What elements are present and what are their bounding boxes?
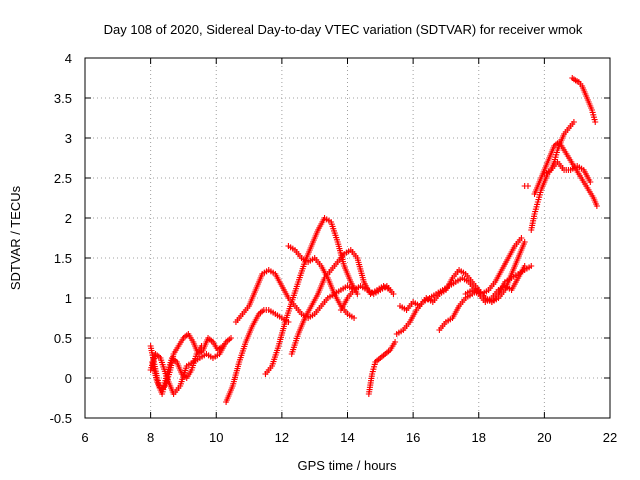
y-tick-label: 0 bbox=[65, 371, 72, 386]
x-tick-label: 6 bbox=[81, 430, 88, 445]
data-point bbox=[592, 119, 599, 125]
x-axis-label: GPS time / hours bbox=[298, 458, 397, 473]
y-tick-label: 4 bbox=[65, 51, 72, 66]
series-track-15 bbox=[528, 119, 577, 233]
data-markers bbox=[147, 75, 600, 405]
y-tick-label: 1.5 bbox=[54, 251, 72, 266]
x-tick-label: 10 bbox=[209, 430, 223, 445]
x-tick-label: 14 bbox=[340, 430, 354, 445]
x-tick-label: 20 bbox=[537, 430, 551, 445]
data-point bbox=[593, 203, 600, 209]
y-tick-label: 1 bbox=[65, 291, 72, 306]
axis-ticks: 6 8 10 12 14 16 18 20 22 -0.5 0 0.5 1 1.5 2 2.5 3 3.5 4 bbox=[50, 51, 618, 445]
series-track-2 bbox=[147, 335, 235, 397]
data-point bbox=[587, 179, 594, 185]
data-point bbox=[390, 291, 397, 297]
series-track-17 bbox=[541, 159, 594, 185]
y-tick-label: 2 bbox=[65, 211, 72, 226]
y-tick-label: -0.5 bbox=[50, 411, 72, 426]
x-tick-label: 12 bbox=[275, 430, 289, 445]
y-tick-label: 3.5 bbox=[54, 91, 72, 106]
chart-title: Day 108 of 2020, Sidereal Day-to-day VTE… bbox=[104, 22, 583, 37]
x-tick-label: 18 bbox=[472, 430, 486, 445]
data-point bbox=[228, 335, 235, 341]
series-track-19 bbox=[521, 183, 531, 189]
series-track-9 bbox=[337, 283, 397, 313]
series-track-5 bbox=[232, 267, 358, 325]
data-point bbox=[528, 263, 535, 269]
data-point bbox=[518, 235, 525, 241]
x-tick-label: 22 bbox=[603, 430, 617, 445]
data-point bbox=[570, 119, 577, 125]
data-point bbox=[351, 315, 358, 321]
series-track-4 bbox=[223, 307, 292, 405]
series-track-3 bbox=[149, 343, 205, 397]
series-track-14 bbox=[462, 263, 528, 305]
data-point bbox=[354, 291, 361, 297]
data-point bbox=[521, 263, 528, 269]
data-point bbox=[392, 339, 399, 345]
plot-frame bbox=[84, 57, 611, 419]
series-track-10 bbox=[365, 339, 399, 397]
gridlines bbox=[85, 58, 610, 418]
y-tick-label: 2.5 bbox=[54, 171, 72, 186]
x-tick-label: 8 bbox=[147, 430, 154, 445]
y-tick-label: 0.5 bbox=[54, 331, 72, 346]
data-point bbox=[198, 343, 205, 349]
data-point bbox=[521, 239, 528, 245]
series-track-6 bbox=[262, 215, 361, 377]
data-point bbox=[524, 183, 531, 189]
y-axis-label: SDTVAR / TECUs bbox=[8, 185, 23, 290]
series-track-18 bbox=[569, 75, 599, 125]
x-tick-label: 16 bbox=[406, 430, 420, 445]
y-tick-label: 3 bbox=[65, 131, 72, 146]
